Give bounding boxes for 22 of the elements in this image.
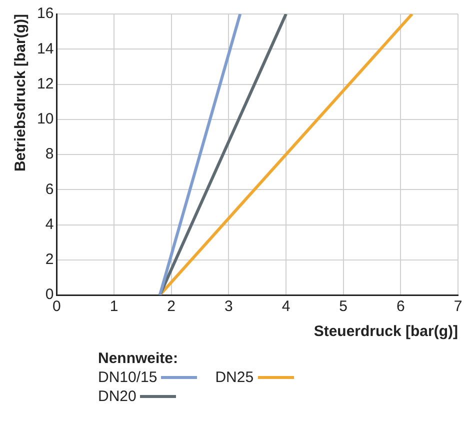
legend-label: DN20: [98, 388, 136, 405]
legend-label: DN10/15: [98, 369, 158, 386]
legend-title: Nennweite:: [98, 350, 180, 367]
y-tick-label: 4: [45, 216, 54, 233]
x-tick-label: 1: [110, 298, 118, 316]
x-tick-label: 4: [282, 298, 290, 316]
y-tick-label: 10: [36, 110, 54, 128]
y-tick-label: 14: [36, 40, 54, 58]
y-axis-title: Betriebsdruck [bar(g)]: [12, 14, 30, 172]
y-tick-label: 0: [45, 286, 54, 304]
legend-label: DN25: [215, 369, 254, 386]
x-tick-label: 3: [224, 298, 233, 316]
x-tick-label: 5: [339, 298, 348, 316]
x-tick-label: 6: [396, 298, 405, 316]
y-tick-label: 8: [45, 146, 54, 163]
x-tick-label: 7: [454, 298, 462, 316]
y-tick-label: 16: [36, 5, 54, 22]
x-axis-title: Steuerdruck [bar(g)]: [314, 323, 458, 340]
y-tick-label: 6: [45, 180, 54, 198]
x-tick-label: 2: [167, 298, 176, 316]
y-tick-label: 2: [45, 251, 54, 268]
y-tick-label: 12: [36, 75, 54, 92]
